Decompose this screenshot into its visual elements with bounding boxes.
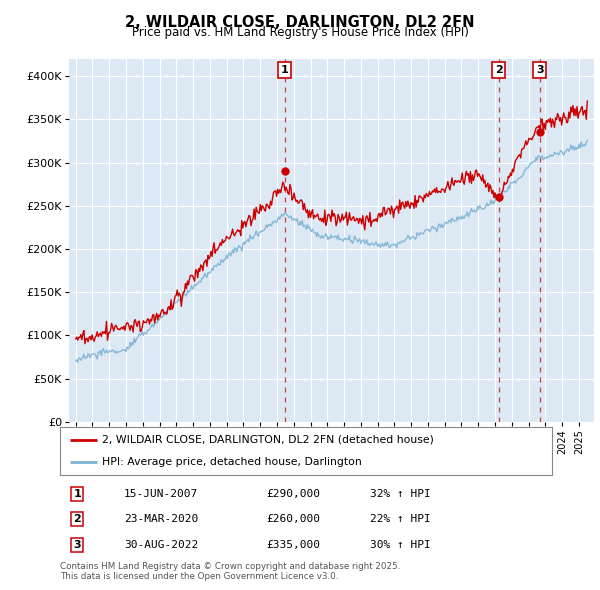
- Text: 30-AUG-2022: 30-AUG-2022: [124, 540, 198, 550]
- Text: 2, WILDAIR CLOSE, DARLINGTON, DL2 2FN: 2, WILDAIR CLOSE, DARLINGTON, DL2 2FN: [125, 15, 475, 30]
- Text: £290,000: £290,000: [266, 489, 320, 499]
- Text: 3: 3: [73, 540, 81, 550]
- Text: 3: 3: [536, 65, 544, 76]
- Text: 15-JUN-2007: 15-JUN-2007: [124, 489, 198, 499]
- Text: 22% ↑ HPI: 22% ↑ HPI: [370, 514, 431, 525]
- Text: 2: 2: [73, 514, 81, 525]
- Text: 2, WILDAIR CLOSE, DARLINGTON, DL2 2FN (detached house): 2, WILDAIR CLOSE, DARLINGTON, DL2 2FN (d…: [102, 435, 434, 445]
- Text: HPI: Average price, detached house, Darlington: HPI: Average price, detached house, Darl…: [102, 457, 362, 467]
- Text: 1: 1: [73, 489, 81, 499]
- Text: £260,000: £260,000: [266, 514, 320, 525]
- Text: 32% ↑ HPI: 32% ↑ HPI: [370, 489, 431, 499]
- Text: Price paid vs. HM Land Registry's House Price Index (HPI): Price paid vs. HM Land Registry's House …: [131, 26, 469, 39]
- Text: 1: 1: [281, 65, 289, 76]
- Text: £335,000: £335,000: [266, 540, 320, 550]
- Text: 23-MAR-2020: 23-MAR-2020: [124, 514, 198, 525]
- Text: 2: 2: [495, 65, 503, 76]
- Text: Contains HM Land Registry data © Crown copyright and database right 2025.
This d: Contains HM Land Registry data © Crown c…: [60, 562, 400, 581]
- Text: 30% ↑ HPI: 30% ↑ HPI: [370, 540, 431, 550]
